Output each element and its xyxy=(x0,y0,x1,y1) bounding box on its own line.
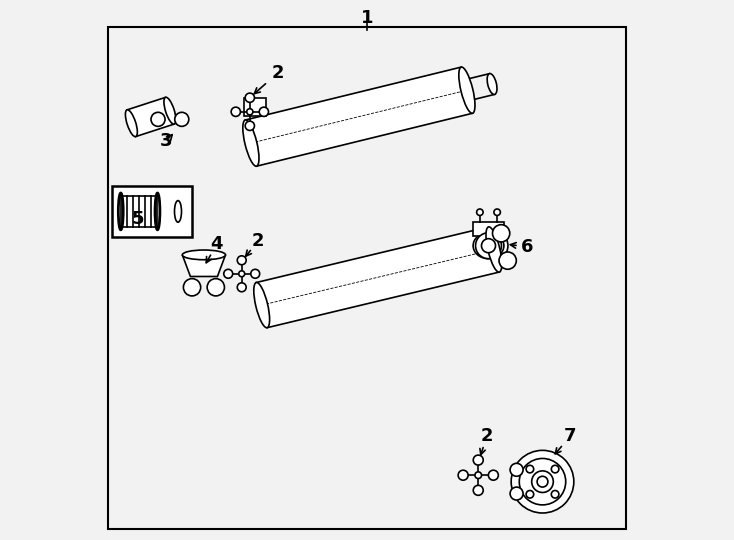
Bar xyxy=(112,186,192,237)
Circle shape xyxy=(482,239,495,253)
Circle shape xyxy=(239,271,244,277)
Text: 2: 2 xyxy=(252,232,264,251)
Text: 5: 5 xyxy=(132,210,145,228)
Circle shape xyxy=(184,279,200,296)
Circle shape xyxy=(237,283,246,292)
Text: 6: 6 xyxy=(520,238,533,256)
Circle shape xyxy=(476,233,501,259)
Circle shape xyxy=(231,107,241,117)
Circle shape xyxy=(151,112,165,126)
Circle shape xyxy=(175,112,189,126)
Text: 1: 1 xyxy=(360,9,374,27)
Ellipse shape xyxy=(487,73,497,94)
Polygon shape xyxy=(182,255,225,276)
Circle shape xyxy=(510,487,523,500)
Circle shape xyxy=(511,450,574,513)
Circle shape xyxy=(237,256,246,265)
Ellipse shape xyxy=(164,97,176,124)
Text: 4: 4 xyxy=(211,235,223,253)
Circle shape xyxy=(526,490,534,498)
Circle shape xyxy=(476,209,483,215)
Text: 3: 3 xyxy=(160,132,172,151)
Ellipse shape xyxy=(486,227,502,272)
Circle shape xyxy=(224,269,233,278)
Circle shape xyxy=(458,470,468,480)
Circle shape xyxy=(207,279,225,296)
Ellipse shape xyxy=(243,120,259,166)
Ellipse shape xyxy=(254,282,269,328)
Circle shape xyxy=(531,471,553,492)
Ellipse shape xyxy=(175,200,181,222)
Circle shape xyxy=(526,465,534,473)
Text: 2: 2 xyxy=(481,427,493,446)
Polygon shape xyxy=(244,98,266,116)
Circle shape xyxy=(251,269,260,278)
Circle shape xyxy=(245,121,255,131)
Bar xyxy=(473,222,504,236)
Circle shape xyxy=(473,455,483,465)
Circle shape xyxy=(499,252,516,269)
Text: 2: 2 xyxy=(272,64,284,82)
Circle shape xyxy=(493,225,510,242)
Circle shape xyxy=(494,209,501,215)
Ellipse shape xyxy=(459,67,475,113)
Polygon shape xyxy=(245,67,473,166)
Polygon shape xyxy=(127,97,174,137)
Ellipse shape xyxy=(469,229,508,263)
Text: 7: 7 xyxy=(564,427,576,446)
Ellipse shape xyxy=(473,233,504,259)
Circle shape xyxy=(247,109,253,115)
Circle shape xyxy=(488,470,498,480)
Circle shape xyxy=(537,476,548,487)
Circle shape xyxy=(551,490,559,498)
Ellipse shape xyxy=(126,110,137,137)
Ellipse shape xyxy=(182,250,225,260)
Circle shape xyxy=(551,465,559,473)
Polygon shape xyxy=(256,227,499,328)
Circle shape xyxy=(245,93,255,103)
Circle shape xyxy=(475,472,482,478)
Circle shape xyxy=(519,458,566,505)
Circle shape xyxy=(473,485,483,495)
Circle shape xyxy=(510,463,523,476)
Circle shape xyxy=(259,107,269,117)
